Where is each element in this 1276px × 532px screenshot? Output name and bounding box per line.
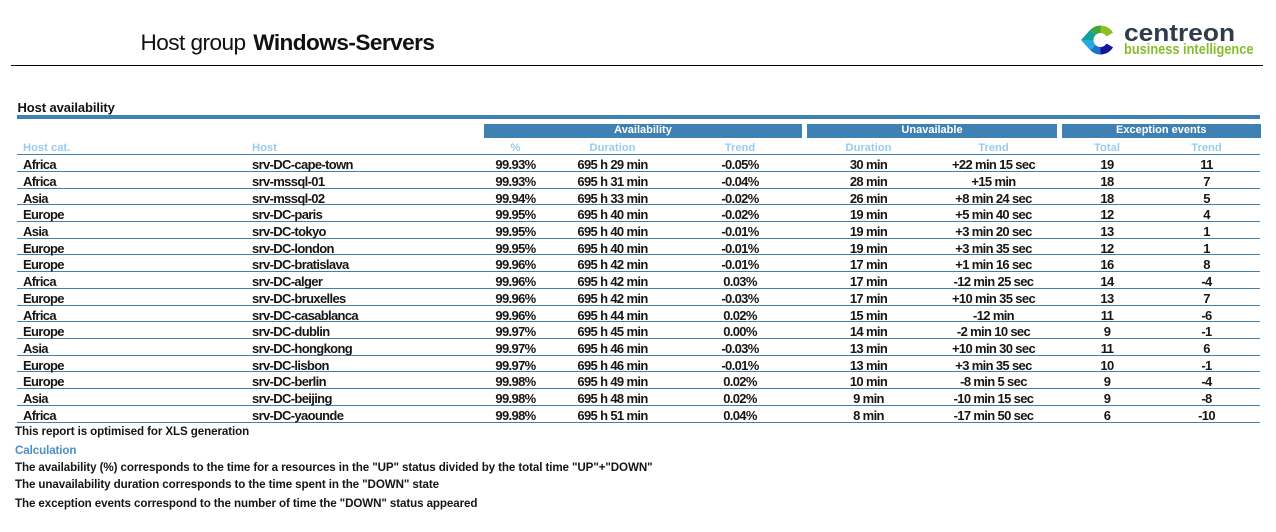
svg-text:business intelligence: business intelligence: [1124, 42, 1254, 58]
svg-text:centreon: centreon: [1124, 20, 1235, 47]
